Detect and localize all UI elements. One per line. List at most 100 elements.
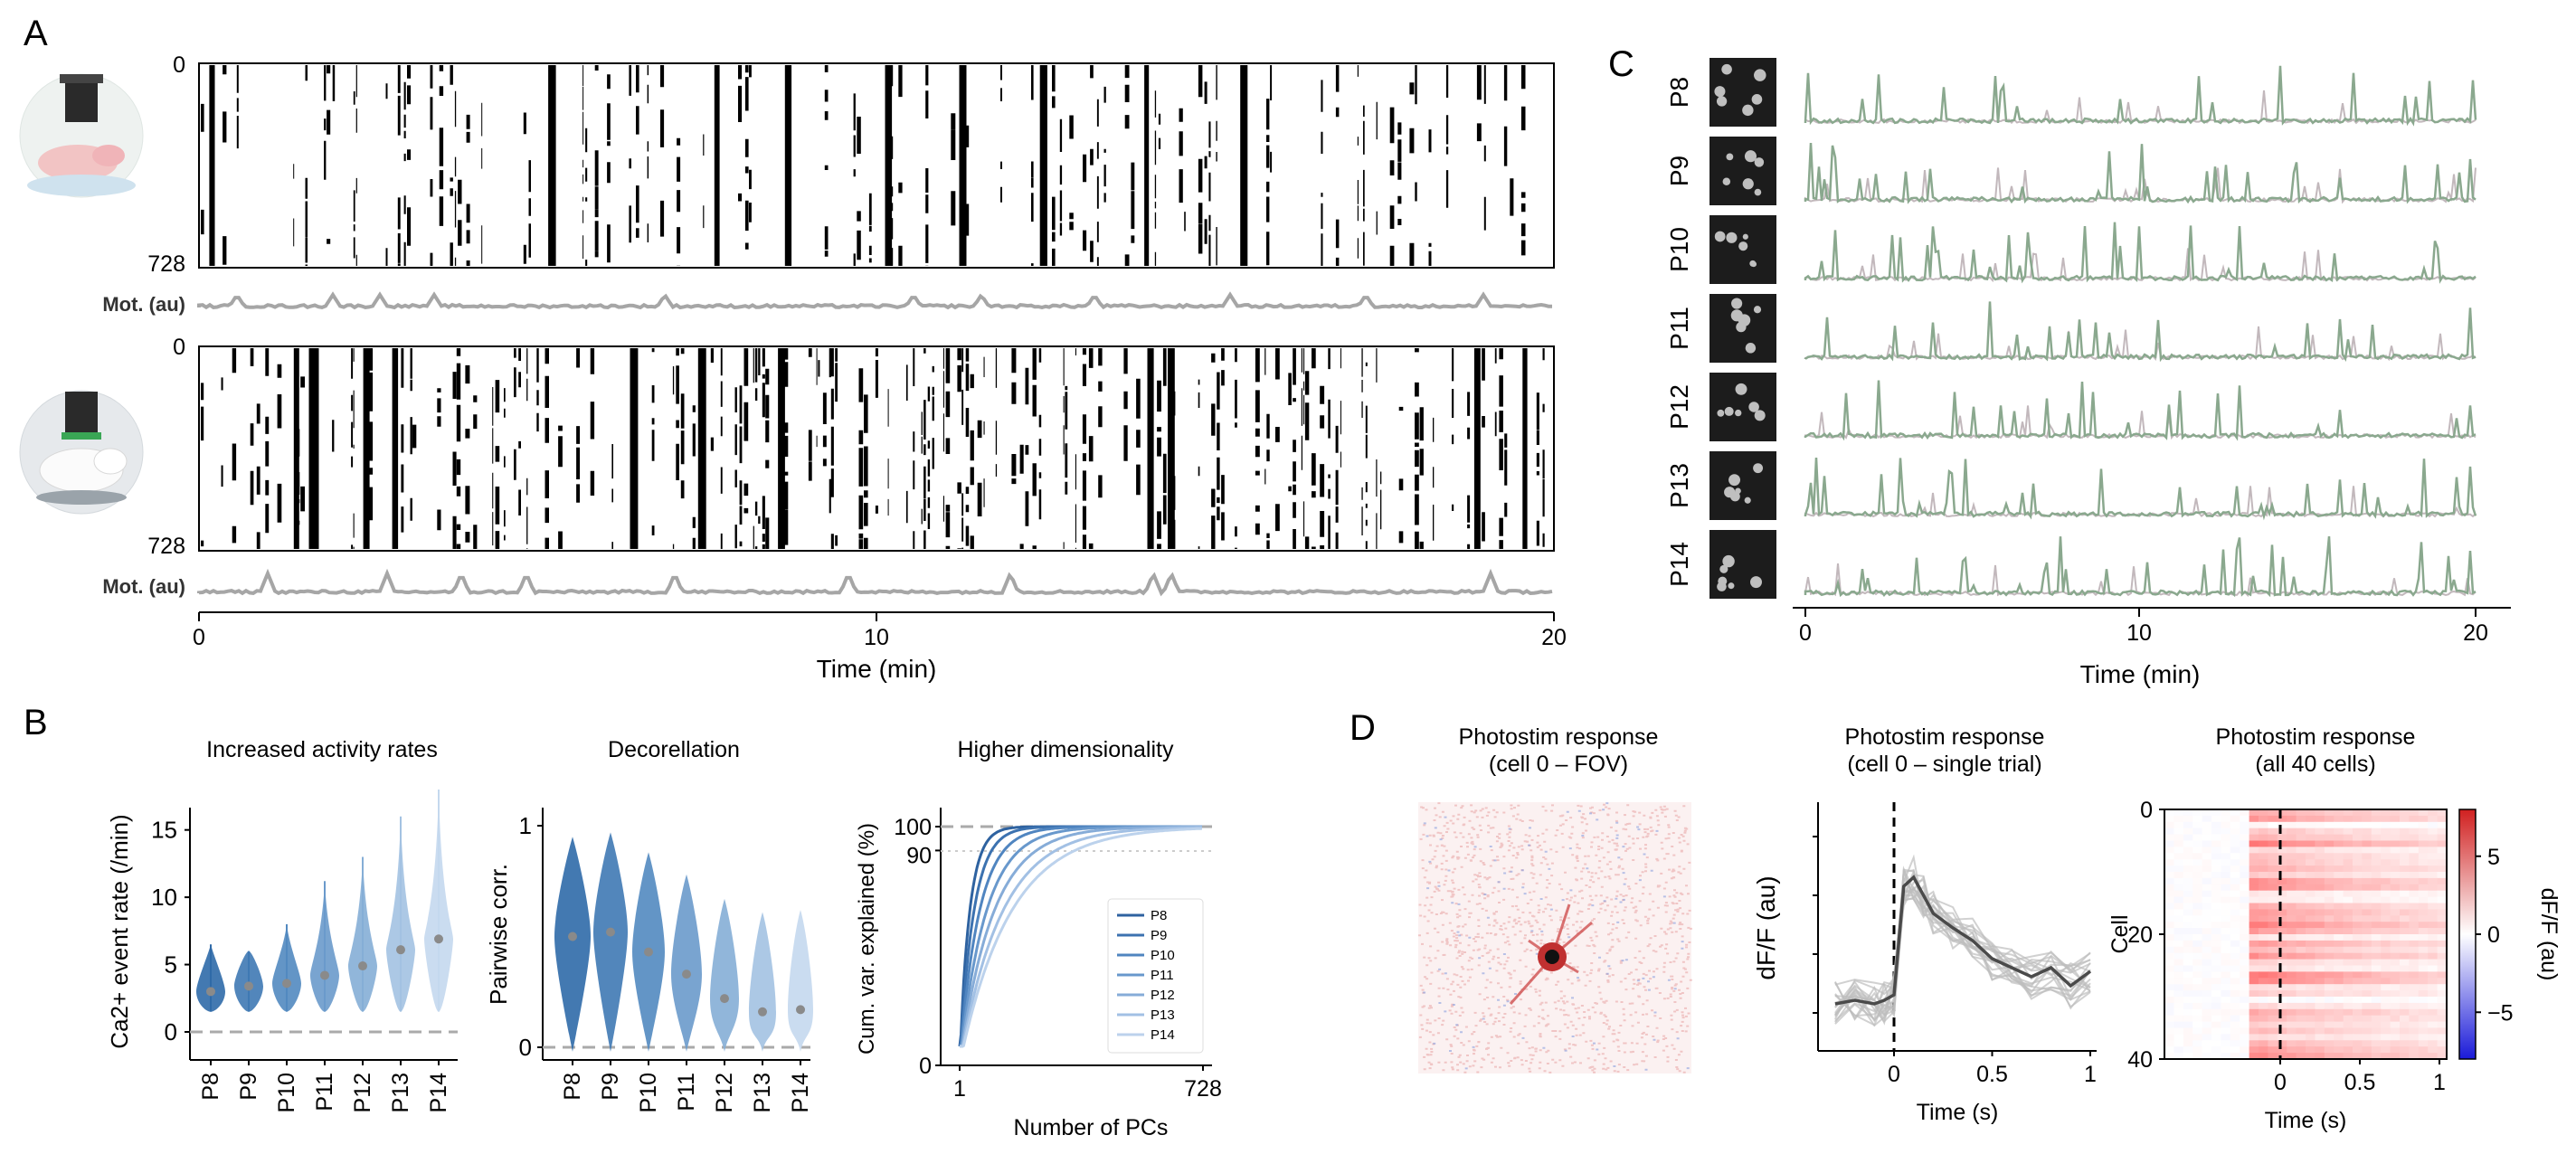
heat-cell: [2183, 1027, 2193, 1035]
heat-cell: [2381, 1027, 2391, 1035]
heat-cell: [2287, 896, 2297, 903]
heat-cell: [2296, 1021, 2306, 1028]
b2-xtick-P10: P10: [636, 1073, 661, 1112]
heat-cell: [2362, 884, 2372, 892]
heat-cell: [2381, 815, 2391, 823]
heat-cell: [2418, 859, 2429, 866]
heat-cell: [2400, 934, 2410, 941]
heat-cell: [2362, 1008, 2372, 1017]
row-label-P14: P14: [1665, 542, 1693, 587]
heat-cell: [2353, 821, 2363, 829]
heat-cell: [2409, 890, 2420, 898]
heat-cell: [2362, 890, 2372, 898]
heat-cell: [2334, 915, 2344, 922]
heat-cell: [2400, 1021, 2410, 1028]
heat-cell: [2381, 834, 2391, 841]
heat-cell: [2277, 809, 2287, 817]
heat-cell: [2249, 971, 2259, 979]
heat-cell: [2230, 834, 2240, 841]
heat-cell: [2249, 903, 2259, 910]
heat-cell: [2400, 940, 2410, 948]
heat-cell: [2259, 997, 2268, 1004]
heat-cell: [2400, 997, 2410, 1004]
heat-cell: [2296, 1002, 2306, 1010]
heat-cell: [2390, 840, 2401, 847]
heat-cell: [2306, 1053, 2316, 1060]
heat-cell: [2353, 990, 2363, 998]
heat-cell: [2428, 1021, 2439, 1028]
heat-cell: [2343, 952, 2353, 960]
heat-cell: [2371, 834, 2382, 841]
heat-cell: [2287, 1008, 2297, 1017]
heat-cell: [2409, 866, 2420, 873]
heat-cell: [2221, 1027, 2231, 1035]
heat-cell: [2428, 834, 2439, 841]
heat-cell: [2164, 934, 2174, 941]
heat-cell: [2437, 821, 2448, 829]
heat-cell: [2221, 815, 2231, 823]
heat-cell: [2353, 952, 2363, 960]
heat-cell: [2202, 1053, 2212, 1060]
heat-cell: [2418, 1008, 2429, 1017]
heat-cell: [2437, 990, 2448, 998]
heat-cell: [2362, 847, 2372, 854]
heat-cell: [2296, 934, 2306, 941]
heat-cell: [2428, 928, 2439, 935]
b2-ylabel: Pairwise corr.: [485, 864, 512, 1005]
heat-cell: [2240, 840, 2250, 847]
heat-cell: [2240, 909, 2250, 916]
heat-cell: [2296, 859, 2306, 866]
heat-cell: [2174, 1034, 2184, 1041]
heat-cell: [2371, 859, 2382, 866]
heat-cell: [2381, 821, 2391, 829]
heat-cell: [2334, 1021, 2344, 1028]
heat-cell: [2306, 821, 2316, 829]
heat-cell: [2230, 959, 2240, 966]
heat-cell: [2259, 971, 2268, 979]
heat-cell: [2362, 896, 2372, 903]
heat-cell: [2400, 984, 2410, 991]
heat-cell: [2259, 896, 2268, 903]
heat-cell: [2174, 1002, 2184, 1010]
heat-cell: [2409, 859, 2420, 866]
panel-c-xtick-10: 10: [2126, 620, 2152, 646]
heat-cell: [2437, 903, 2448, 910]
fov-cell-spot: [1745, 343, 1757, 354]
heat-cell: [2277, 1021, 2287, 1028]
fov-cell-spot: [1753, 463, 1764, 474]
heat-cell: [2296, 866, 2306, 873]
legend-label-P10: P10: [1151, 948, 1175, 963]
heat-cell: [2221, 1008, 2231, 1017]
heat-cell: [2211, 940, 2221, 948]
heat-cell: [2202, 959, 2212, 966]
colorbar-label: dF/F (au): [2536, 888, 2562, 981]
heat-cell: [2259, 877, 2268, 885]
heat-cell: [2428, 815, 2439, 823]
fov-cell-spot: [1754, 188, 1762, 196]
b2-xtick-P14: P14: [788, 1073, 813, 1113]
heat-cell: [2192, 915, 2203, 922]
heat-cell: [2230, 890, 2240, 898]
heat-cell: [2183, 915, 2193, 922]
heat-cell: [2428, 965, 2439, 972]
heat-cell: [2315, 1053, 2325, 1060]
heat-cell: [2343, 1015, 2353, 1023]
heat-cell: [2192, 1027, 2203, 1035]
violin-mean-P13: [758, 1007, 767, 1017]
heat-cell: [2259, 821, 2268, 829]
heat-cell: [2437, 1040, 2448, 1047]
fov-cell-spot: [1726, 232, 1738, 243]
heat-cell: [2221, 1015, 2231, 1023]
heat-cell: [2183, 971, 2193, 979]
heat-cell: [2324, 828, 2334, 836]
fov-cell-spot: [1724, 406, 1734, 416]
heat-cell: [2240, 821, 2250, 829]
heat-cell: [2390, 890, 2401, 898]
heat-cell: [2381, 828, 2391, 836]
heat-cell: [2221, 872, 2231, 879]
heat-cell: [2164, 1040, 2174, 1047]
heat-cell: [2249, 840, 2259, 847]
heat-cell: [2324, 1053, 2334, 1060]
heat-cell: [2315, 952, 2325, 960]
heat-cell: [2174, 959, 2184, 966]
